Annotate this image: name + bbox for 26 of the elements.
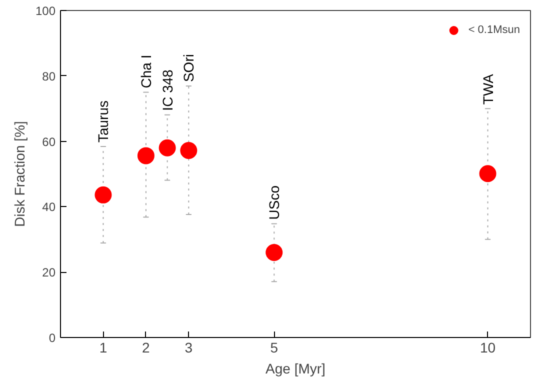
point: [180, 142, 198, 159]
x-tick-label: 10: [480, 340, 496, 356]
annotation: TWA: [480, 73, 496, 105]
legend-label: < 0.1Msun: [468, 24, 520, 36]
point: [479, 165, 496, 182]
y-tick-label: 20: [42, 266, 56, 280]
x-tick-label: 5: [270, 340, 278, 356]
point: [266, 244, 283, 261]
x-axis-title: Age [Myr]: [266, 360, 326, 376]
y-tick-label: 0: [48, 331, 56, 345]
annotation: Cha I: [138, 54, 154, 88]
y-tick-label: 100: [35, 4, 56, 18]
point: [158, 139, 176, 156]
point: [137, 147, 154, 164]
y-axis-title: Disk Fraction [%]: [11, 121, 28, 227]
annotation: SOri: [180, 54, 197, 82]
y-tick-label: 60: [42, 134, 56, 149]
annotation: USco: [266, 185, 282, 220]
y-tick-label: 80: [42, 69, 56, 84]
y-tick-label: 40: [42, 200, 56, 214]
x-tick-label: 2: [142, 340, 150, 356]
annotation: IC 348: [159, 69, 176, 111]
x-tick-label: 1: [99, 340, 108, 356]
x-tick-label: 3: [184, 340, 193, 356]
point: [94, 186, 112, 204]
annotation: Taurus: [95, 100, 112, 143]
